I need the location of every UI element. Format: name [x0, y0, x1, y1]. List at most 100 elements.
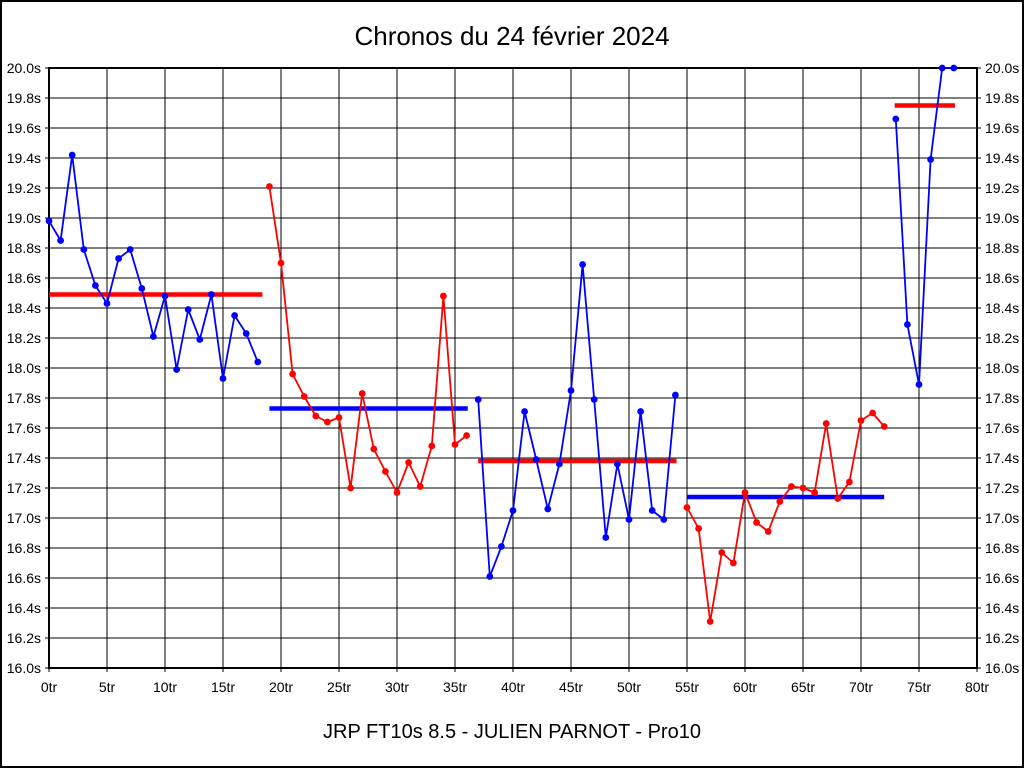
y-axis-tick-label-left: 16.0s — [7, 660, 41, 676]
x-axis-tick-label: 80tr — [965, 679, 989, 695]
x-axis-tick-label: 10tr — [153, 679, 177, 695]
data-point — [532, 456, 540, 463]
data-point — [938, 64, 946, 72]
data-point — [173, 366, 181, 373]
data-point — [683, 504, 691, 511]
y-axis-tick-label-right: 17.2s — [985, 480, 1019, 496]
y-axis-tick-label-right: 19.0s — [985, 210, 1019, 226]
y-axis-tick-label-right: 19.4s — [985, 150, 1019, 166]
data-point — [544, 505, 552, 513]
y-axis-tick-label-right: 16.6s — [985, 570, 1019, 586]
y-axis-tick-label-left: 19.2s — [7, 180, 41, 196]
data-point — [463, 432, 470, 439]
x-axis-tick-label: 25tr — [327, 679, 351, 695]
y-axis-tick-label-right: 18.8s — [985, 240, 1019, 256]
data-point — [393, 489, 401, 496]
data-point — [602, 534, 610, 541]
y-axis-tick-label-left: 17.8s — [7, 390, 41, 406]
data-point — [254, 358, 262, 366]
x-axis-tick-label: 5tr — [99, 679, 116, 695]
data-point — [498, 543, 505, 550]
data-point — [242, 330, 250, 337]
data-point — [904, 321, 911, 328]
y-axis-tick-label-right: 18.4s — [985, 300, 1019, 316]
y-axis-tick-label-left: 18.0s — [7, 360, 41, 376]
y-axis-tick-label-right: 16.8s — [985, 540, 1019, 556]
data-point — [579, 261, 586, 268]
data-point — [892, 115, 900, 123]
data-point — [706, 618, 714, 625]
data-point — [347, 484, 354, 492]
data-point — [208, 291, 215, 298]
x-axis-tick-label: 0tr — [41, 679, 58, 695]
series-line-stint-3 — [477, 263, 677, 578]
y-axis-tick-label-right: 17.8s — [985, 390, 1019, 406]
data-point — [915, 381, 923, 388]
x-axis-tick-label: 45tr — [559, 679, 583, 695]
data-point — [45, 217, 53, 225]
y-axis-tick-label-left: 18.2s — [7, 330, 41, 346]
data-point — [266, 183, 273, 190]
y-axis-tick-label-right: 18.0s — [985, 360, 1019, 376]
x-axis-tick-label: 75tr — [907, 679, 931, 695]
plot-border — [48, 67, 978, 669]
data-point — [521, 408, 528, 415]
y-axis-tick-label-right: 17.0s — [985, 510, 1019, 526]
y-axis-tick-label-right: 16.4s — [985, 600, 1019, 616]
data-point — [161, 292, 169, 300]
data-point — [300, 393, 308, 400]
data-point — [184, 306, 192, 313]
y-axis-tick-label-right: 19.2s — [985, 180, 1019, 196]
data-point — [370, 445, 378, 453]
y-axis-tick-label-left: 17.4s — [7, 450, 41, 466]
data-point — [324, 418, 331, 426]
data-point — [672, 391, 679, 399]
data-point — [880, 423, 888, 430]
data-point — [625, 516, 633, 523]
data-point — [741, 489, 749, 496]
y-axis-tick-label-left: 18.6s — [7, 270, 41, 286]
y-axis-tick-label-right: 16.0s — [985, 660, 1019, 676]
data-point — [660, 516, 668, 523]
data-point — [695, 525, 702, 532]
data-point — [567, 387, 575, 394]
x-axis-tick-label: 15tr — [211, 679, 235, 695]
data-point — [590, 396, 598, 403]
y-axis-tick-label-left: 16.2s — [7, 630, 41, 646]
data-point — [857, 417, 865, 424]
y-axis-tick-label-right: 18.2s — [985, 330, 1019, 346]
data-point — [637, 408, 644, 415]
data-point — [335, 414, 343, 421]
y-axis-tick-label-left: 19.6s — [7, 120, 41, 136]
data-point — [730, 559, 737, 567]
y-axis-tick-label-left: 17.0s — [7, 510, 41, 526]
y-axis-tick-label-left: 20.0s — [7, 60, 41, 76]
x-axis-tick-label: 60tr — [733, 679, 757, 695]
data-point — [126, 246, 134, 253]
data-point — [150, 333, 157, 340]
data-point — [382, 468, 389, 475]
data-point — [556, 460, 563, 468]
y-axis-tick-label-left: 18.4s — [7, 300, 41, 316]
data-point — [231, 312, 239, 319]
y-axis-tick-label-left: 19.4s — [7, 150, 41, 166]
x-axis-tick-label: 30tr — [385, 679, 409, 695]
data-point — [416, 483, 424, 490]
data-point — [718, 549, 726, 556]
y-axis-tick-label-left: 16.4s — [7, 600, 41, 616]
data-point — [776, 498, 784, 505]
data-point — [196, 336, 204, 343]
data-point — [440, 292, 447, 300]
data-point — [869, 409, 876, 417]
data-point — [846, 478, 853, 486]
y-axis-tick-label-left: 19.8s — [7, 90, 41, 106]
y-axis-tick-label-right: 16.2s — [985, 630, 1019, 646]
data-point — [219, 375, 227, 382]
data-point — [648, 507, 656, 514]
x-axis-tick-label: 20tr — [269, 679, 293, 695]
data-point — [103, 300, 111, 307]
x-axis-tick-label: 35tr — [443, 679, 467, 695]
data-point — [428, 442, 436, 450]
data-point — [68, 151, 76, 159]
y-axis-tick-label-left: 19.0s — [7, 210, 41, 226]
